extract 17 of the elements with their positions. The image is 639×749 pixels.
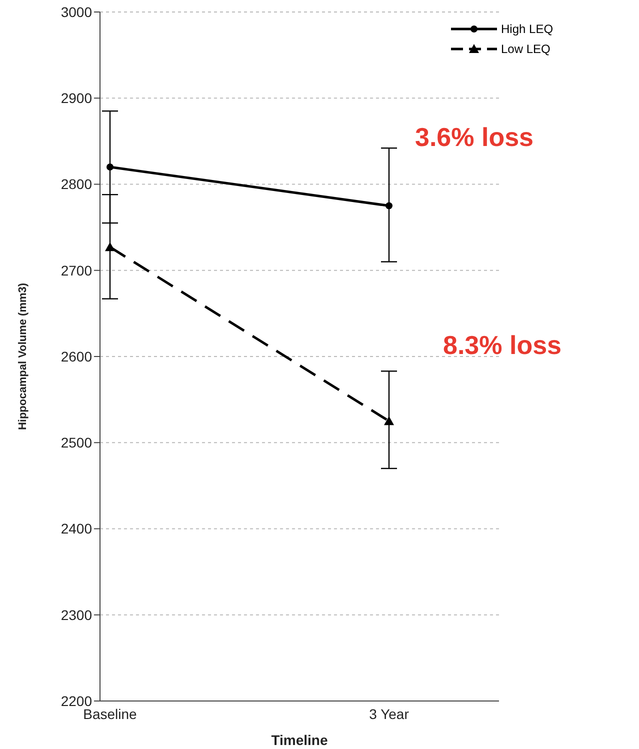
legend-label: High LEQ: [501, 22, 554, 36]
y-tick-label: 2400: [60, 520, 92, 537]
y-tick-label: 3000: [60, 4, 92, 20]
point: [386, 202, 392, 210]
y-tick-label: 2300: [60, 606, 92, 623]
y-tick-label: 2900: [60, 90, 92, 106]
y-tick-label: 2700: [60, 262, 92, 278]
x-tick-label: 3 Year: [369, 706, 410, 722]
x-axis-title: Timeline: [271, 732, 328, 748]
legend-label: Low LEQ: [501, 42, 550, 56]
point: [106, 164, 114, 171]
y-axis-title: Hippocampal Volume (mm3): [16, 282, 29, 430]
y-tick-label: 2600: [60, 348, 92, 364]
y-tick-label: 2500: [60, 434, 92, 451]
annotation: 3.6% loss: [415, 122, 534, 153]
y-tick-label: 2800: [60, 176, 92, 192]
annotation: 8.3% loss: [443, 330, 562, 361]
